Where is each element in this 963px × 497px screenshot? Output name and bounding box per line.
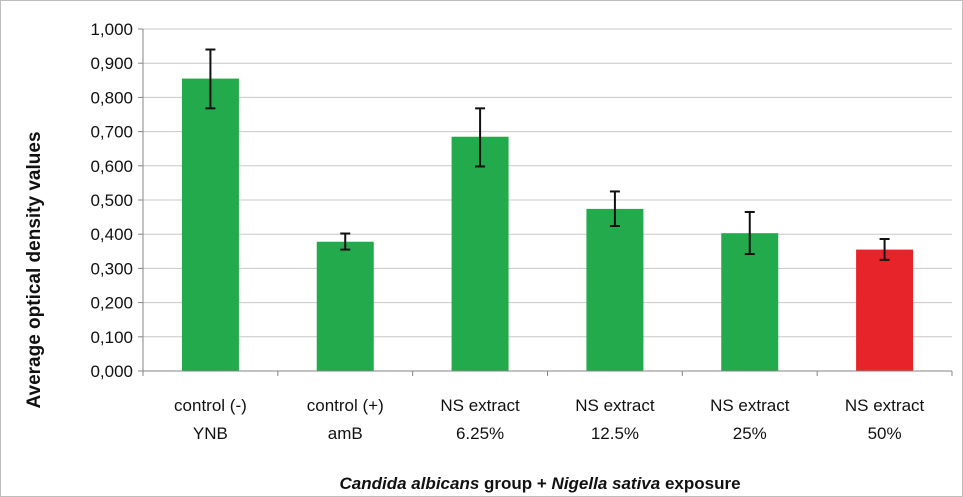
bar (586, 208, 644, 371)
y-tick-label: 1,000 (90, 20, 133, 39)
bar (856, 249, 914, 371)
x-category-labels: control (-) YNB control (+) amB NS extract 6.… (174, 396, 924, 443)
x-category-label: NS extract 50% (845, 396, 925, 443)
bar (721, 233, 779, 371)
bars (181, 78, 914, 371)
axes (142, 29, 953, 376)
y-tick-label: 0,300 (90, 259, 133, 278)
y-tick-label: 0,700 (90, 123, 133, 142)
y-tick-label: 0,000 (90, 362, 133, 381)
y-tick-label: 0,800 (90, 88, 133, 107)
x-category-label: control (-) YNB (174, 396, 247, 443)
y-tick-label: 0,400 (90, 225, 133, 244)
y-tick-label: 0,100 (90, 328, 133, 347)
y-tick-label: 0,500 (90, 191, 133, 210)
x-axis-label: Candida albicans group + Nigella sativa … (339, 474, 740, 493)
y-tick-label: 0,200 (90, 294, 133, 313)
x-category-label: NS extract 6.25% (440, 396, 520, 443)
y-tick-label: 0,600 (90, 157, 133, 176)
gridlines (143, 28, 952, 338)
bar (181, 78, 239, 371)
x-category-label: NS extract 12.5% (575, 396, 655, 443)
bar (451, 136, 509, 371)
y-tick-labels: 0,000 0,100 0,200 0,300 0,400 0,500 0,600 0,700… (90, 20, 143, 381)
bar (316, 241, 374, 371)
y-axis-label: Average optical density values (24, 131, 45, 408)
error-bars (205, 48, 890, 261)
x-category-label: control (+) amB (307, 396, 384, 443)
y-tick-label: 0,900 (90, 54, 133, 73)
x-category-label: NS extract 25% (710, 396, 790, 443)
